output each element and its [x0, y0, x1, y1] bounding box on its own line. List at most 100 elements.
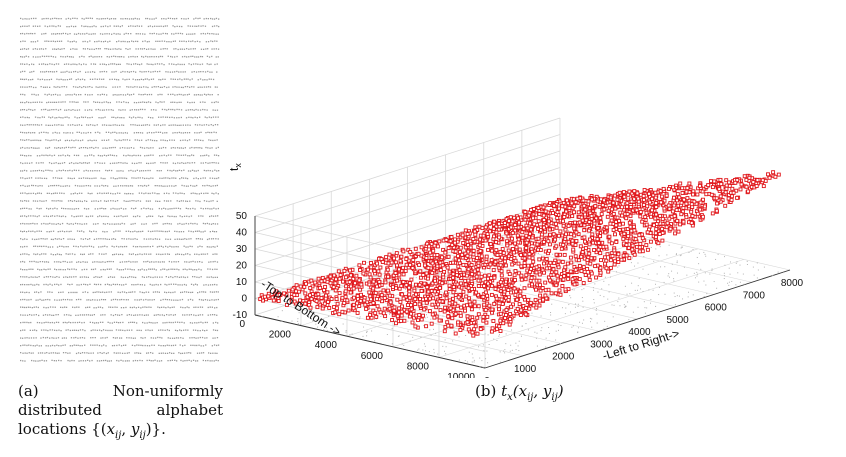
alphabet-location-dot: [190, 48, 192, 50]
alphabet-location-dot: [34, 124, 36, 126]
alphabet-location-dot: [28, 208, 30, 210]
alphabet-location-dot: [131, 177, 133, 179]
alphabet-location-dot: [35, 306, 37, 308]
alphabet-location-dot: [115, 230, 117, 232]
alphabet-location-dot: [89, 86, 91, 88]
alphabet-location-dot: [117, 223, 119, 225]
floor-shadow-dot: [560, 343, 562, 345]
alphabet-location-dot: [71, 238, 73, 240]
alphabet-location-dot: [123, 238, 125, 240]
alphabet-location-dot: [160, 352, 162, 354]
alphabet-location-dot: [67, 352, 69, 354]
alphabet-location-dot: [198, 71, 200, 73]
alphabet-location-dot: [58, 299, 60, 301]
floor-shadow-dot: [358, 318, 360, 320]
alphabet-location-dot: [86, 162, 89, 164]
alphabet-location-dot: [147, 184, 150, 187]
alphabet-location-dot: [171, 170, 173, 172]
alphabet-location-dot: [203, 291, 205, 293]
alphabet-location-dot: [67, 208, 69, 210]
alphabet-location-dot: [65, 246, 67, 248]
alphabet-location-dot: [113, 116, 115, 118]
alphabet-location-dot: [191, 78, 193, 80]
alphabet-location-dot: [75, 25, 77, 28]
alphabet-location-dot: [191, 337, 193, 339]
alphabet-location-dot: [154, 359, 156, 361]
alphabet-location-dot: [118, 246, 120, 248]
floor-shadow-dot: [739, 281, 741, 283]
alphabet-location-dot: [28, 25, 30, 27]
alphabet-location-dot: [59, 223, 61, 225]
alphabet-location-dot: [82, 238, 84, 240]
alphabet-location-dot: [44, 71, 46, 73]
alphabet-location-dot: [158, 291, 160, 293]
alphabet-location-dot: [173, 246, 175, 248]
alphabet-location-dot: [81, 86, 83, 89]
alphabet-location-dot: [139, 146, 142, 149]
alphabet-location-dot: [48, 93, 50, 95]
alphabet-location-dot: [56, 132, 58, 134]
floor-shadow-dot: [366, 330, 368, 332]
data-point: [628, 205, 633, 209]
alphabet-location-dot: [154, 291, 157, 293]
alphabet-location-dot: [107, 200, 109, 202]
alphabet-location-dot: [200, 231, 202, 233]
alphabet-location-dot: [147, 70, 150, 73]
alphabet-location-dot: [46, 63, 49, 66]
alphabet-location-dot: [168, 41, 170, 43]
alphabet-location-dot: [158, 63, 161, 65]
alphabet-location-dot: [174, 329, 177, 331]
alphabet-location-dot: [92, 33, 94, 35]
alphabet-location-dot: [107, 352, 109, 354]
alphabet-location-dot: [47, 246, 49, 248]
alphabet-location-dot: [204, 25, 207, 27]
alphabet-location-dot: [172, 192, 175, 194]
alphabet-location-dot: [168, 63, 170, 65]
alphabet-location-dot: [41, 33, 43, 35]
alphabet-location-dot: [56, 70, 58, 73]
alphabet-location-dot: [50, 78, 53, 80]
alphabet-location-dot: [168, 268, 170, 271]
alphabet-location-dot: [32, 25, 34, 27]
data-point: [649, 214, 653, 219]
alphabet-location-dot: [197, 200, 199, 202]
alphabet-location-dot: [213, 131, 215, 133]
alphabet-location-dot: [123, 117, 125, 119]
alphabet-location-dot: [140, 78, 143, 80]
floor-shadow-dot: [729, 273, 731, 275]
alphabet-location-dot: [189, 79, 191, 81]
alphabet-location-dot: [72, 306, 74, 308]
alphabet-location-dot: [213, 18, 216, 20]
alphabet-location-dot: [98, 238, 100, 240]
alphabet-location-dot: [142, 40, 144, 43]
alphabet-location-dot: [82, 261, 84, 263]
data-point: [395, 263, 399, 268]
floor-shadow-dot: [563, 341, 565, 343]
alphabet-location-dot: [193, 94, 196, 96]
alphabet-location-dot: [203, 124, 205, 126]
alphabet-location-dot: [202, 359, 204, 362]
alphabet-location-dot: [22, 93, 24, 96]
alphabet-location-dot: [168, 86, 170, 88]
alphabet-location-dot: [191, 154, 193, 156]
alphabet-location-dot: [114, 162, 116, 164]
alphabet-location-dot: [126, 71, 129, 73]
alphabet-location-dot: [151, 344, 153, 346]
alphabet-location-dot: [175, 283, 177, 285]
alphabet-location-dot: [152, 147, 154, 149]
data-point: [581, 281, 586, 285]
alphabet-location-dot: [20, 253, 22, 256]
alphabet-location-dot: [170, 78, 172, 80]
floor-shadow-dot: [676, 262, 678, 264]
alphabet-location-dot: [32, 276, 34, 278]
alphabet-location-dot: [21, 101, 24, 104]
alphabet-location-dot: [93, 314, 95, 316]
alphabet-location-dot: [190, 291, 192, 294]
alphabet-location-dot: [202, 231, 204, 233]
alphabet-location-dot: [158, 56, 160, 58]
alphabet-location-dot: [36, 170, 38, 172]
alphabet-location-dot: [65, 306, 68, 308]
alphabet-location-dot: [212, 276, 214, 279]
alphabet-location-dot: [132, 193, 134, 195]
alphabet-location-dot: [134, 337, 136, 339]
